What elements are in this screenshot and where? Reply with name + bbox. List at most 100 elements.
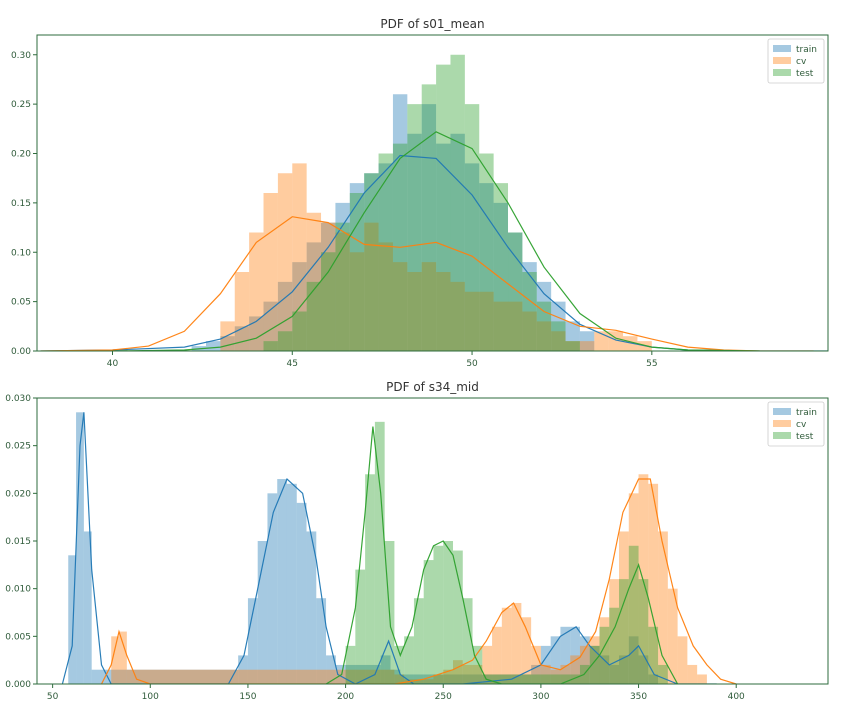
hist-bar-test [263,341,278,351]
hist-bar-train [400,674,532,684]
hist-bar-train [609,664,620,684]
hist-bar-train [390,669,401,684]
x-tick-label: 400 [728,692,745,702]
legend: train cv test [767,38,825,84]
hist-bar-test [638,579,649,684]
hist-bar-test [450,54,465,351]
x-tick-label: 100 [142,692,159,702]
hist-bar-train [560,626,571,684]
hist-bar-cv [560,664,571,684]
hist-bar-train [349,183,365,351]
legend-swatch-cv [773,420,791,427]
hist-bar-cv [521,617,532,684]
hist-bar-train [286,483,297,684]
hist-bar-train [364,173,379,351]
hist-bar-test [628,545,639,684]
hist-bar-test [394,645,405,684]
hist-bar-cv [421,262,437,351]
y-tick-label: 0.010 [5,585,31,595]
hist-bar-train [249,316,264,351]
hist-bar-cv [658,531,668,684]
hist-bar-train [277,479,287,684]
y-tick-label: 0.025 [5,442,31,452]
legend-frame [767,401,825,447]
chart-title: PDF of s34_mid [386,380,479,394]
hist-bar-cv [551,331,566,351]
hist-bar-train [220,336,235,351]
kde-line-test [112,131,760,351]
x-tick-label: 55 [646,359,657,369]
hist-bar-test [479,153,494,351]
plot-area [61,412,737,684]
hist-bar-test [522,272,537,351]
y-tick-label: 0.000 [5,680,31,690]
hist-bar-cv [638,474,649,684]
hist-bar-train [296,502,307,684]
hist-bar-test [421,84,437,351]
hist-bar-test [335,222,350,351]
hist-bar-cv [321,222,336,351]
hist-bar-cv [392,262,408,351]
kde-line-test [325,426,679,684]
hist-bar-train [550,636,561,684]
hist-bar-train [306,531,317,684]
hist-bar-test [374,421,385,684]
hist-bar-cv [687,664,698,684]
hist-bar-cv [628,493,639,684]
hist-bar-train [619,655,629,684]
hist-bar-train [648,674,659,684]
hist-bar-cv [464,291,480,351]
legend-frame [767,38,825,84]
hist-bar-cv [594,331,609,351]
hist-bar-cv [443,669,454,684]
hist-bar-cv [579,341,595,351]
hist-bar-train [565,321,580,351]
hist-train [68,412,659,684]
hist-bar-train [407,133,422,351]
hist-bar-train [247,598,258,684]
hist-bar-cv [335,232,350,351]
y-tick-label: 0.005 [5,632,31,642]
hist-bar-train [450,133,465,351]
legend-label-train: train [796,45,817,55]
hist-bar-test [492,674,580,684]
hist-bar-test [355,569,366,684]
hist-bar-cv [599,617,610,684]
hist-bar-cv [511,602,522,684]
x-tick-label: 50 [47,692,59,702]
hist-bar-cv [119,631,127,684]
hist-bar-train [257,541,268,684]
hist-bar-cv [413,679,424,684]
hist-bar-train [531,664,541,684]
x-tick-label: 45 [287,359,298,369]
kde-line-train [61,412,717,684]
hist-bar-train [589,645,600,684]
hist-bar-cv [550,669,561,684]
x-tick-label: 200 [337,692,354,702]
x-tick-label: 40 [107,359,119,369]
hist-bar-test [648,626,659,684]
y-tick-label: 0.10 [11,248,31,258]
plot-area [40,54,828,351]
kde-line-cv [40,216,814,351]
hist-test [263,54,580,351]
hist-bar-train [628,636,639,684]
y-tick-label: 0.15 [11,199,31,209]
hist-bar-cv [436,272,451,351]
axes-frame [36,34,829,352]
legend-swatch-test [773,69,791,76]
kde-line-cv [100,478,737,684]
hist-bar-cv [589,636,600,684]
hist-bar-cv [565,341,580,351]
hist-bar-test [404,636,414,684]
hist-bar-train [579,636,590,684]
hist-bar-cv [263,193,278,351]
hist-bar-cv [394,674,405,684]
hist-bar-cv [407,272,422,351]
hist-bar-train [421,104,437,351]
hist-bar-cv [462,664,473,684]
hist-bar-test [658,664,668,684]
y-tick-label: 0.015 [5,537,31,547]
hist-bar-test [551,321,566,351]
hist-bar-train [83,531,92,684]
